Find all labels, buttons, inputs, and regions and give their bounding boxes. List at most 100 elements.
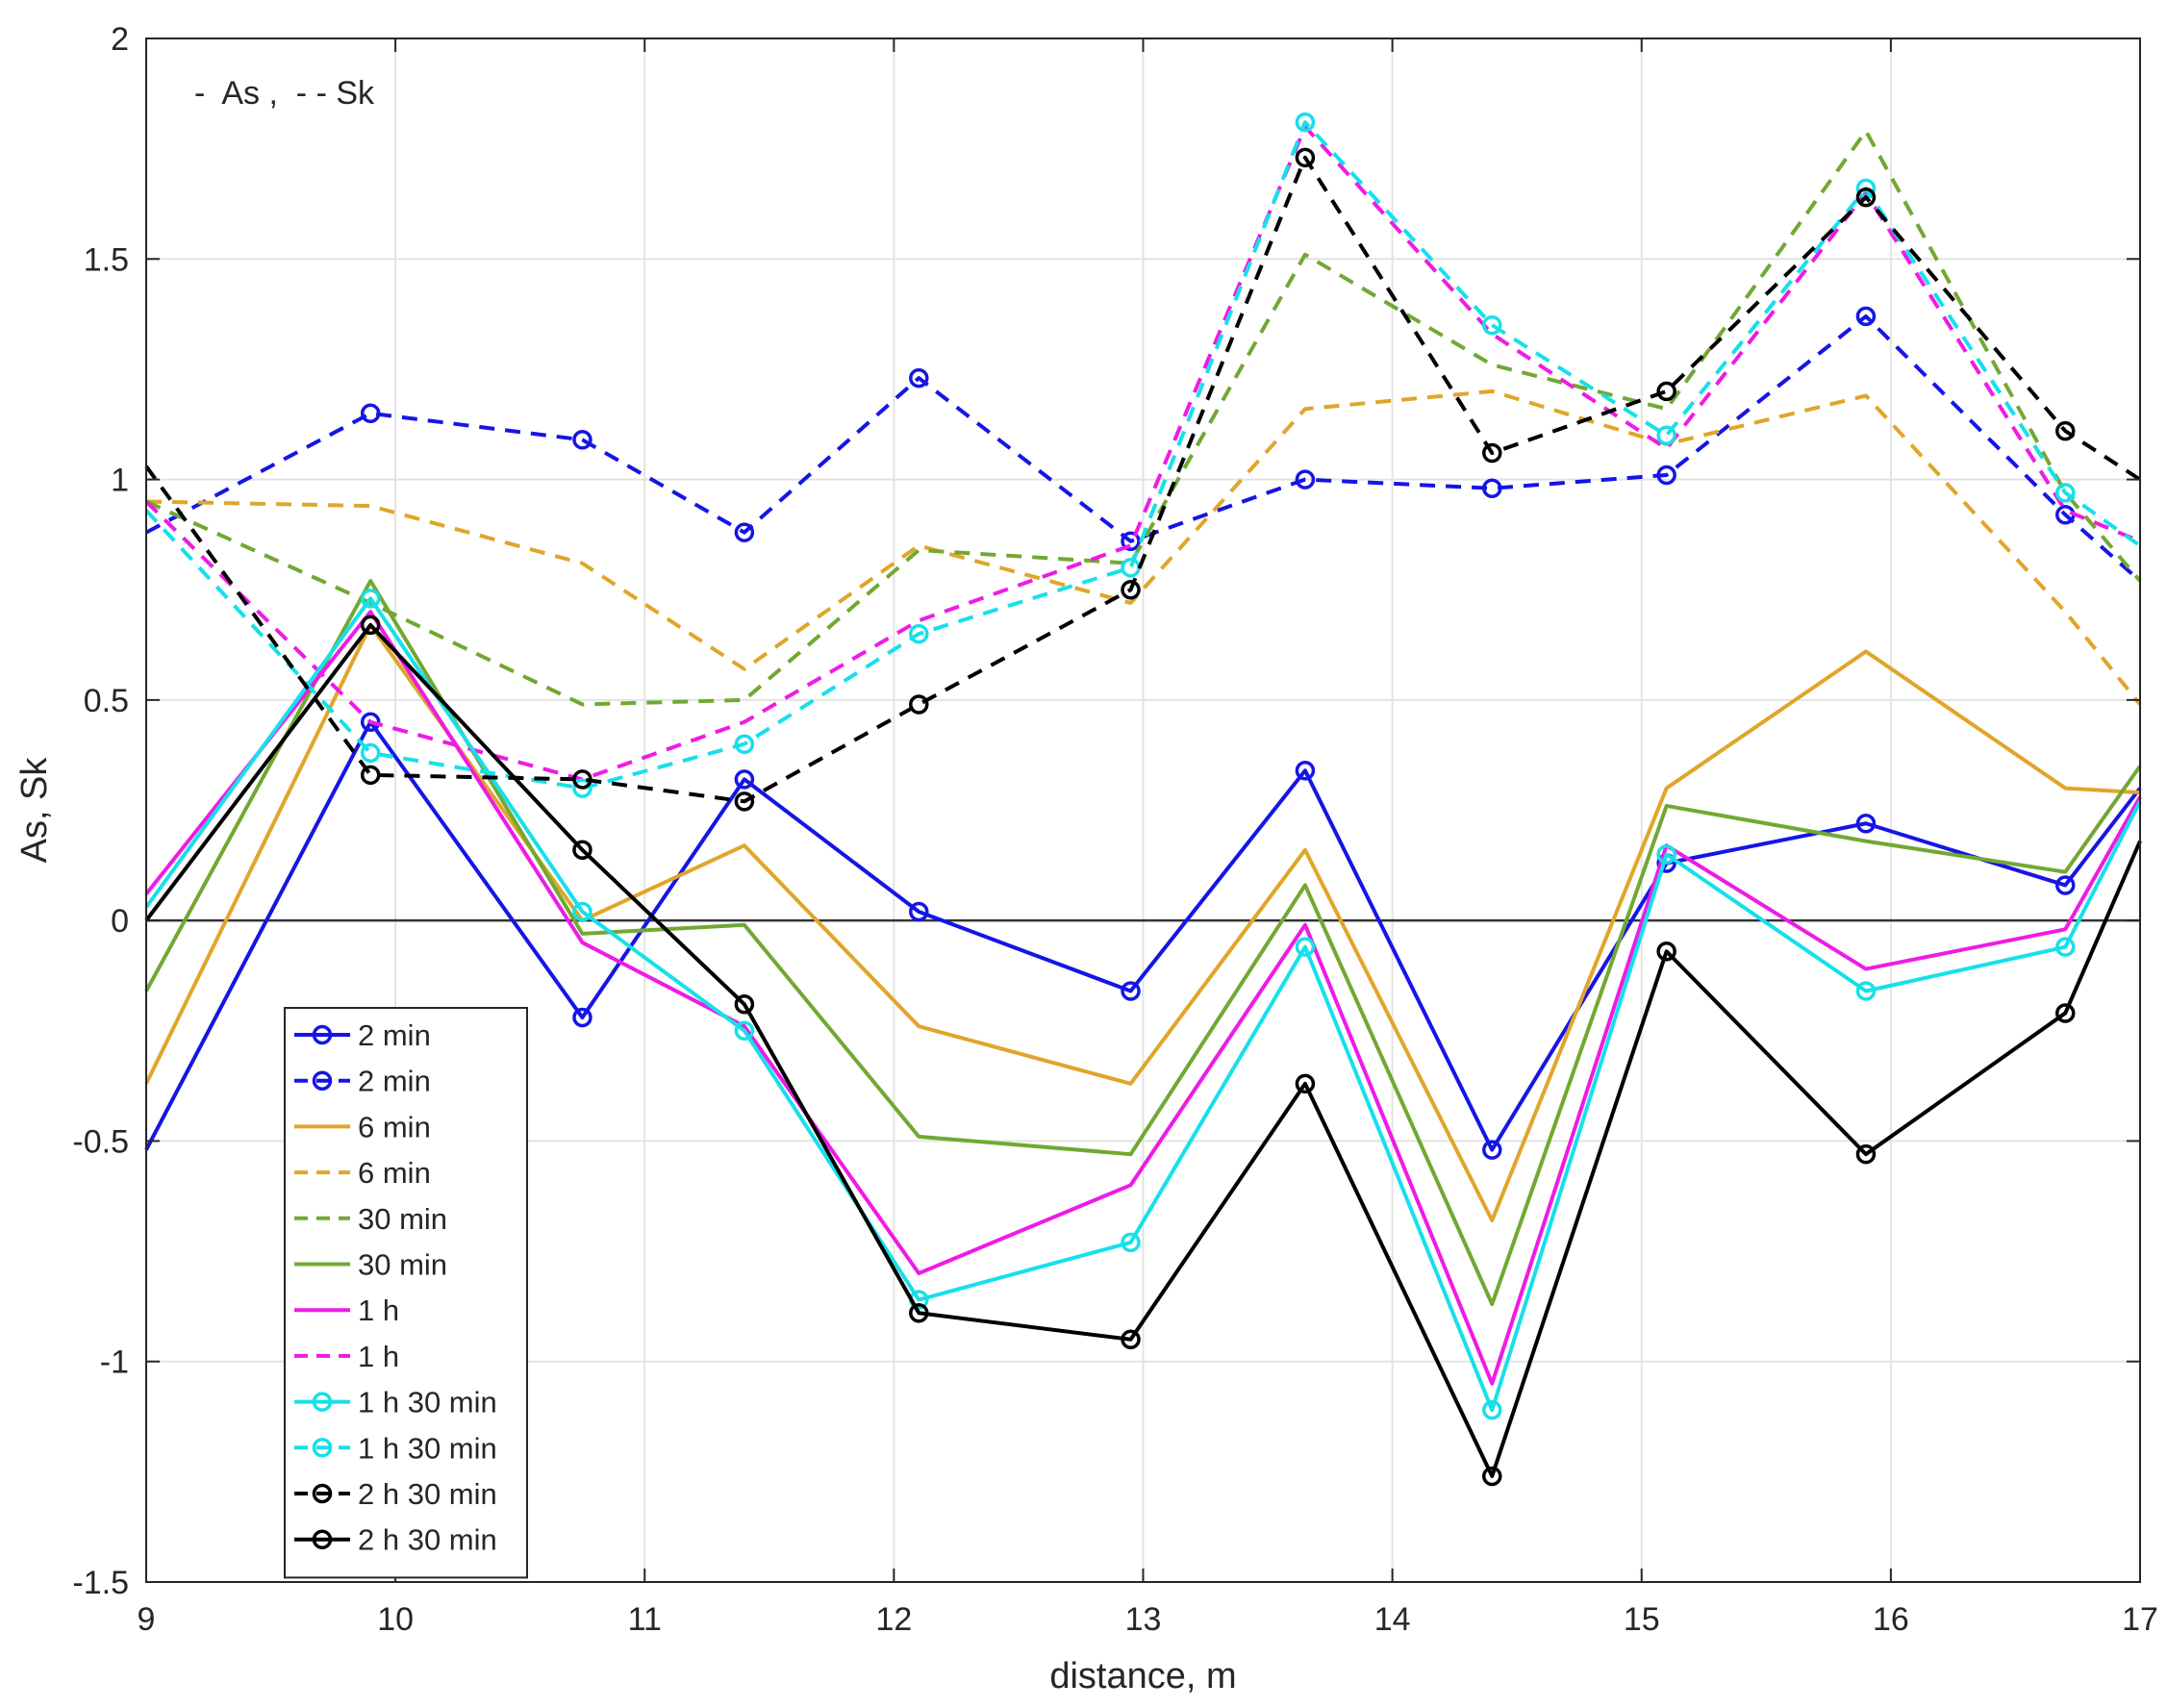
data-point <box>1295 760 1316 781</box>
legend-label: 1 h <box>358 1340 399 1373</box>
series-3 <box>145 389 2142 706</box>
series-7 <box>144 124 2141 782</box>
legend-item: 2 min <box>294 1018 431 1052</box>
data-point <box>1482 1140 1502 1160</box>
data-point <box>734 522 755 542</box>
data-point <box>572 840 592 861</box>
y-tick-label: 1.5 <box>84 241 129 278</box>
series-line <box>144 155 2142 804</box>
y-tick-label: -0.5 <box>72 1123 129 1160</box>
data-point <box>1656 465 1676 486</box>
y-tick-label: 2 <box>111 21 129 58</box>
data-point <box>360 742 381 764</box>
data-point <box>734 734 755 754</box>
legend-marker <box>312 1024 333 1045</box>
data-point <box>2055 937 2076 957</box>
series-line <box>145 314 2142 583</box>
data-point <box>1855 187 1877 208</box>
legend-item: 2 h 30 min <box>294 1477 497 1511</box>
data-point <box>2055 1003 2076 1023</box>
series-line <box>144 596 2142 1413</box>
legend-marker <box>312 1483 333 1504</box>
data-point <box>1295 147 1316 168</box>
legend-marker <box>312 1070 333 1091</box>
data-point <box>572 778 592 798</box>
data-point <box>1855 1143 1877 1165</box>
data-point <box>1295 469 1316 490</box>
data-point <box>734 994 755 1015</box>
y-tick-label: 0.5 <box>84 683 129 719</box>
data-point <box>734 769 755 790</box>
legend-item: 1 h <box>294 1340 399 1373</box>
data-point <box>1295 112 1316 133</box>
series-line <box>144 622 2142 1478</box>
legend: 2 min 2 min 6 min 6 min 30 min 30 min 1 h 1 h 1 … <box>284 1007 528 1579</box>
data-series <box>144 112 2142 1487</box>
series-11 <box>144 615 2142 1487</box>
legend-label: 1 h 30 min <box>358 1386 497 1419</box>
legend-label: 2 min <box>358 1018 431 1052</box>
series-line <box>145 129 2142 707</box>
data-point <box>1656 381 1676 402</box>
legend-item: 2 min <box>294 1065 431 1098</box>
data-point <box>2055 875 2076 895</box>
data-point <box>1855 981 1877 1001</box>
data-point <box>360 765 381 786</box>
x-tick-label: 15 <box>1624 1601 1660 1638</box>
data-point <box>360 403 381 424</box>
x-tick-label: 13 <box>1125 1601 1162 1638</box>
legend-marker <box>312 1392 333 1412</box>
data-point <box>572 430 592 450</box>
data-point <box>572 901 592 922</box>
y-tick-label: 0 <box>111 903 129 940</box>
legend-item: 30 min <box>294 1248 447 1282</box>
data-point <box>1656 844 1676 865</box>
series-line <box>144 719 2142 1152</box>
series-line <box>144 124 2141 782</box>
x-tick-label: 16 <box>1873 1601 1909 1638</box>
data-point <box>1482 314 1502 336</box>
series-10 <box>144 147 2142 812</box>
legend-item: 6 min <box>294 1110 431 1143</box>
legend-item: 1 h <box>294 1294 399 1327</box>
x-tick-label: 11 <box>628 1601 662 1638</box>
data-point <box>909 901 929 922</box>
data-point <box>1121 1232 1141 1253</box>
legend-marker <box>312 1529 333 1549</box>
series-6 <box>144 610 2142 1386</box>
x-tick-label: 9 <box>138 1601 156 1638</box>
data-point <box>360 712 381 733</box>
legend-item: 2 h 30 min <box>294 1523 497 1557</box>
data-point <box>1121 1329 1141 1350</box>
legend-item: 30 min <box>294 1202 447 1236</box>
data-point <box>360 589 381 609</box>
data-point <box>2055 420 2076 441</box>
data-point <box>1121 981 1141 1001</box>
data-point <box>734 791 755 812</box>
data-point <box>734 1020 755 1042</box>
data-point <box>1855 306 1877 327</box>
legend-item: 6 min <box>294 1156 431 1190</box>
y-tick-label: 1 <box>111 463 129 499</box>
axis-ticks: 9 10 11 12 13 14 15 16 17 -1.5 -1 -0.5 0 0.5 1 1.5 2 <box>72 21 2158 1638</box>
series-line <box>144 579 2142 1307</box>
y-tick-label: -1.5 <box>72 1565 129 1601</box>
legend-item: 1 h 30 min <box>294 1431 497 1465</box>
legend-label: 30 min <box>358 1248 447 1282</box>
y-tick-label: -1 <box>100 1344 129 1381</box>
x-tick-label: 14 <box>1374 1601 1411 1638</box>
data-point <box>909 1303 929 1323</box>
legend-label: 2 h 30 min <box>358 1477 497 1511</box>
data-point <box>1121 579 1141 600</box>
data-point <box>1295 937 1316 957</box>
legend-label: 6 min <box>358 1110 431 1143</box>
y-axis-label: As, Sk <box>14 757 55 864</box>
x-tick-label: 12 <box>875 1601 912 1638</box>
legend-marker <box>312 1438 333 1458</box>
series-1 <box>145 306 2142 583</box>
series-line <box>145 389 2142 706</box>
legend-box <box>284 1007 528 1579</box>
legend-label: 2 min <box>358 1065 431 1098</box>
data-point <box>572 1007 592 1028</box>
